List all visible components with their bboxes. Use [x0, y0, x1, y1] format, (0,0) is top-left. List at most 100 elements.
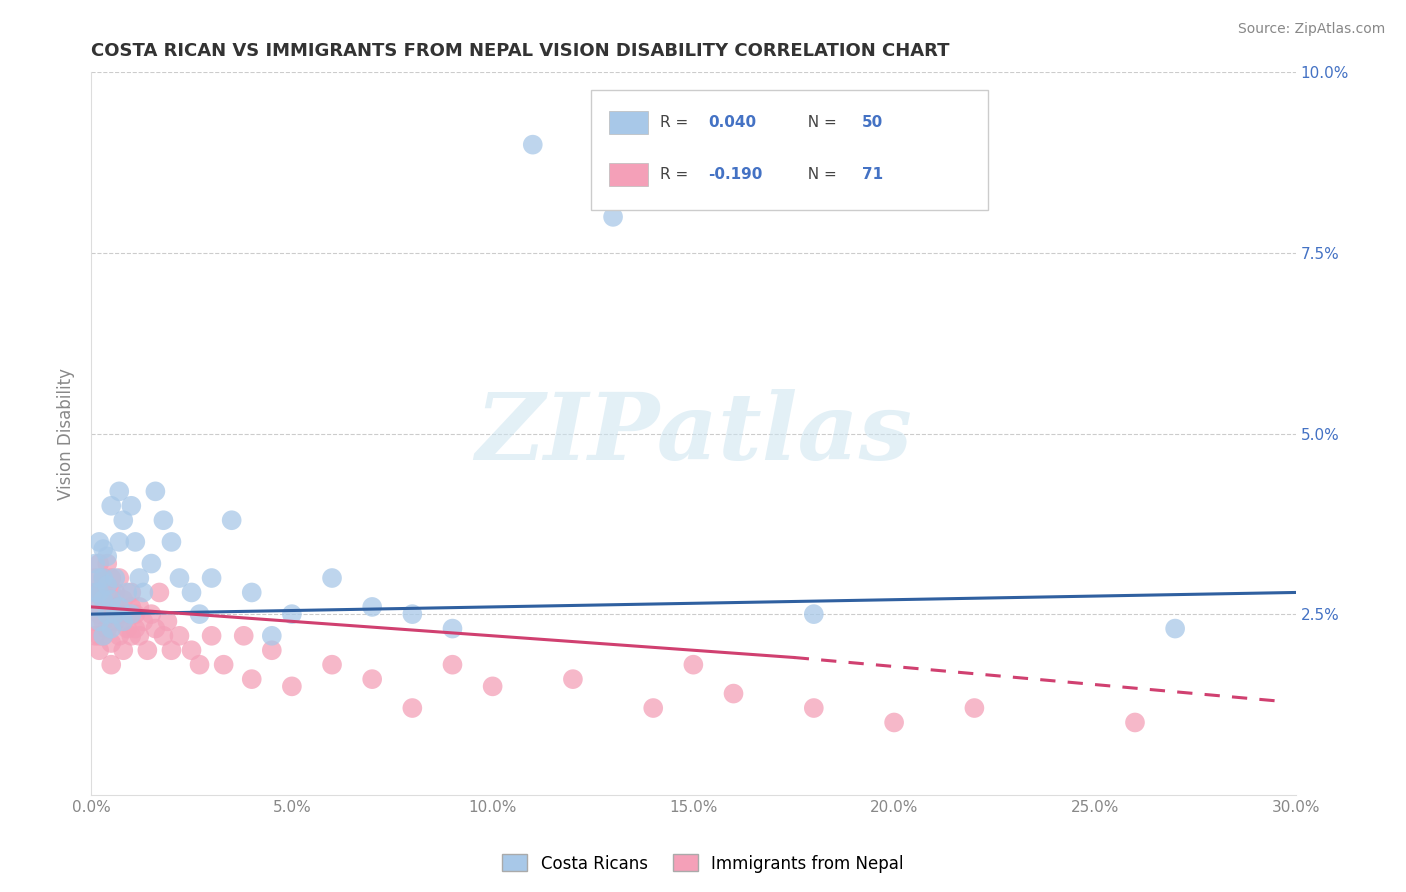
Point: [883, 715, 905, 730]
Point: [96, 599, 118, 614]
Point: [361, 672, 384, 686]
Point: [89, 607, 111, 621]
FancyBboxPatch shape: [591, 90, 988, 210]
Point: [124, 607, 146, 621]
Point: [104, 585, 127, 599]
Point: [108, 571, 131, 585]
Point: [96, 622, 118, 636]
Point: [96, 607, 118, 621]
Point: [281, 679, 304, 693]
Point: [104, 599, 127, 614]
Point: [96, 578, 118, 592]
Point: [561, 672, 583, 686]
Point: [145, 622, 167, 636]
Point: [91, 542, 114, 557]
Point: [104, 607, 127, 621]
Point: [112, 615, 135, 629]
Point: [188, 657, 211, 672]
Point: [200, 571, 222, 585]
FancyBboxPatch shape: [609, 163, 648, 186]
Text: N =: N =: [799, 114, 842, 129]
Point: [240, 585, 263, 599]
Point: [120, 499, 142, 513]
Point: [91, 571, 114, 585]
Point: [120, 607, 142, 621]
Point: [188, 607, 211, 621]
Point: [723, 687, 745, 701]
Point: [84, 585, 107, 599]
Point: [100, 622, 122, 636]
Point: [141, 607, 163, 621]
Point: [132, 615, 155, 629]
Point: [180, 643, 202, 657]
Text: R =: R =: [659, 167, 693, 182]
Point: [401, 701, 423, 715]
Point: [104, 615, 127, 629]
Point: [522, 137, 544, 152]
Point: [104, 571, 127, 585]
Point: [169, 571, 191, 585]
Text: R =: R =: [659, 114, 693, 129]
Point: [682, 657, 704, 672]
Point: [132, 585, 155, 599]
Point: [156, 615, 179, 629]
Text: 71: 71: [862, 167, 883, 182]
Point: [91, 615, 114, 629]
Point: [91, 592, 114, 607]
Text: 0.040: 0.040: [707, 114, 756, 129]
Point: [180, 585, 202, 599]
Point: [240, 672, 263, 686]
Point: [89, 535, 111, 549]
Text: Source: ZipAtlas.com: Source: ZipAtlas.com: [1237, 22, 1385, 37]
Point: [120, 599, 142, 614]
Point: [1164, 622, 1187, 636]
Point: [112, 592, 135, 607]
Point: [108, 607, 131, 621]
Point: [128, 571, 150, 585]
Point: [963, 701, 986, 715]
Point: [89, 571, 111, 585]
Point: [1123, 715, 1146, 730]
Point: [169, 629, 191, 643]
Point: [148, 585, 170, 599]
Point: [84, 585, 107, 599]
Point: [803, 607, 825, 621]
Y-axis label: Vision Disability: Vision Disability: [58, 368, 75, 500]
Point: [602, 210, 624, 224]
Point: [260, 643, 283, 657]
Point: [117, 585, 139, 599]
Point: [84, 599, 107, 614]
Point: [96, 549, 118, 564]
Point: [100, 657, 122, 672]
Point: [260, 629, 283, 643]
Point: [117, 607, 139, 621]
Point: [91, 592, 114, 607]
FancyBboxPatch shape: [609, 111, 648, 134]
Point: [120, 629, 142, 643]
Point: [441, 622, 464, 636]
Text: 50: 50: [862, 114, 883, 129]
Point: [108, 484, 131, 499]
Point: [96, 578, 118, 592]
Point: [108, 599, 131, 614]
Point: [481, 679, 503, 693]
Point: [120, 585, 142, 599]
Point: [84, 615, 107, 629]
Point: [89, 585, 111, 599]
Point: [441, 657, 464, 672]
Point: [100, 592, 122, 607]
Point: [108, 629, 131, 643]
Point: [145, 484, 167, 499]
Point: [401, 607, 423, 621]
Point: [232, 629, 254, 643]
Point: [91, 629, 114, 643]
Point: [117, 622, 139, 636]
Point: [89, 629, 111, 643]
Point: [84, 557, 107, 571]
Point: [128, 599, 150, 614]
Point: [136, 643, 159, 657]
Point: [84, 599, 107, 614]
Point: [84, 629, 107, 643]
Point: [803, 701, 825, 715]
Point: [100, 636, 122, 650]
